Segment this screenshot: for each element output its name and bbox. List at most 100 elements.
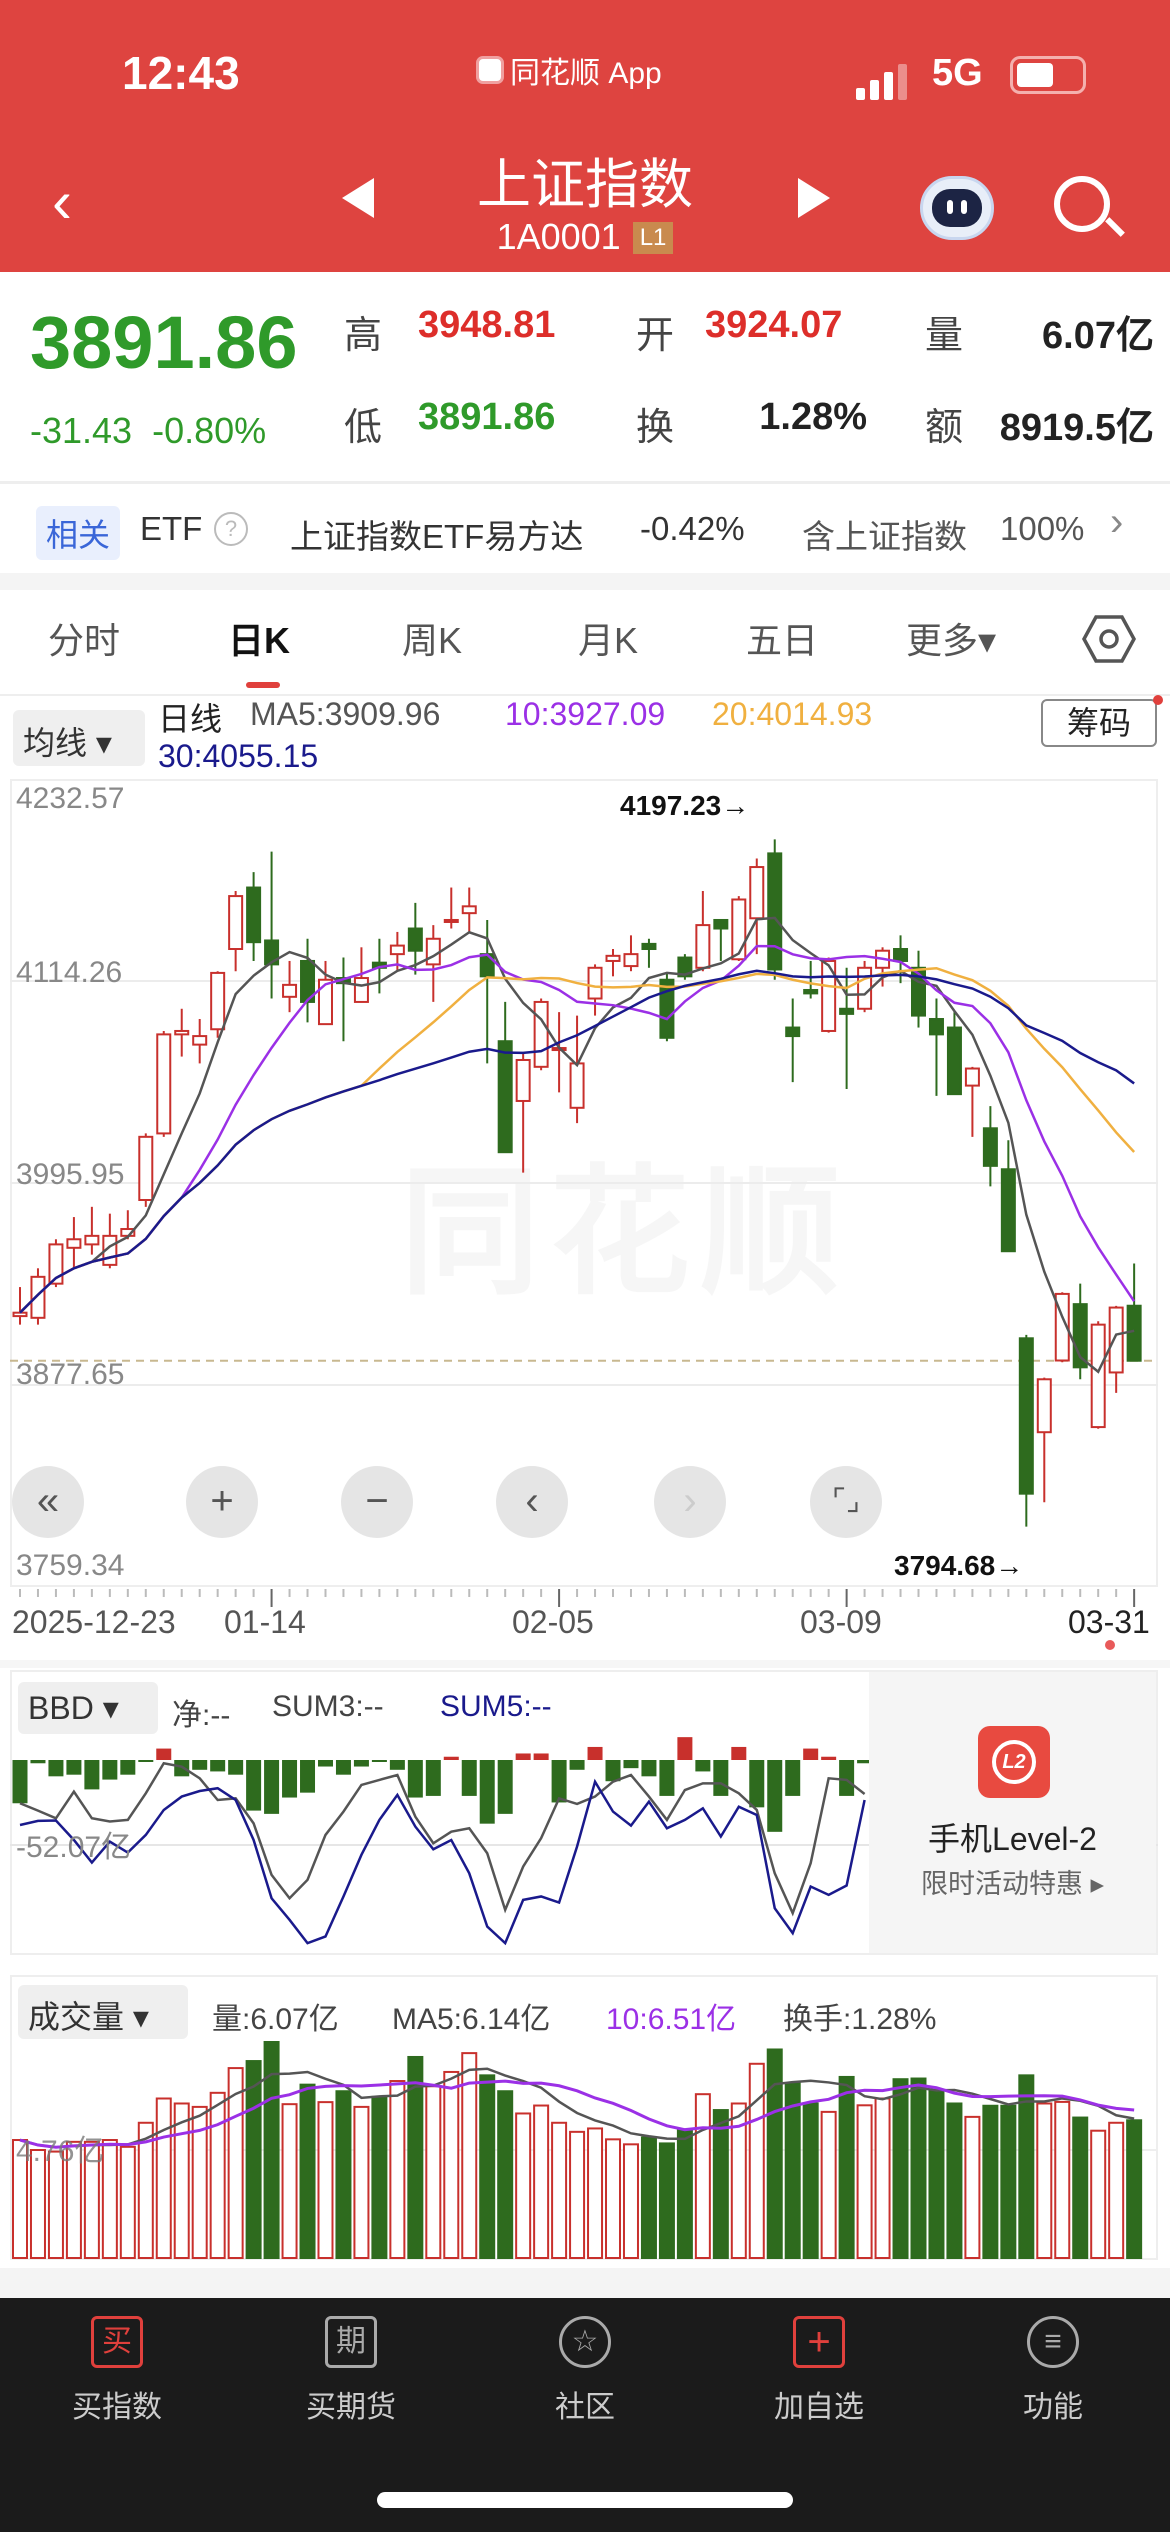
search-icon[interactable] bbox=[1054, 176, 1110, 232]
volume-bar-down bbox=[335, 2090, 352, 2259]
nav-functions[interactable]: ≡ 功能 bbox=[958, 2316, 1148, 2426]
scroll-right-button[interactable]: › bbox=[654, 1466, 726, 1538]
tab-daily-k[interactable]: 日K bbox=[228, 620, 290, 661]
bbd-bar-negative bbox=[569, 1760, 585, 1770]
quote-value: 1.28% bbox=[759, 396, 867, 438]
volume-bar-down bbox=[784, 2082, 801, 2259]
level-badge: L1 bbox=[632, 222, 674, 254]
y-tick-label: 4232.57 bbox=[16, 782, 125, 815]
bbd-bar-negative bbox=[192, 1760, 208, 1770]
chips-button[interactable]: 筹码 bbox=[1041, 699, 1157, 747]
volume-bar-up bbox=[83, 2140, 100, 2260]
volume-bar-down bbox=[658, 2142, 675, 2259]
promo-subtitle[interactable]: 限时活动特惠 ▸ bbox=[920, 1869, 1105, 1899]
previous-stock-button[interactable] bbox=[342, 178, 374, 218]
candle-up bbox=[605, 954, 621, 962]
tab-intraday[interactable]: 分时 bbox=[48, 620, 121, 661]
volume-bar-up bbox=[155, 2097, 172, 2259]
scroll-left-button[interactable]: ‹ bbox=[496, 1466, 568, 1538]
nav-label: 买指数 bbox=[72, 2391, 162, 2424]
next-stock-button[interactable] bbox=[798, 178, 830, 218]
nav-buy-futures[interactable]: 期买期货 bbox=[256, 2316, 446, 2426]
volume-bar-down bbox=[892, 2078, 909, 2259]
app-logo-icon bbox=[476, 56, 504, 84]
volume-bar-up bbox=[137, 2121, 154, 2259]
tab-monthly-k[interactable]: 月K bbox=[578, 620, 639, 661]
tab-weekly-k[interactable]: 周K bbox=[402, 620, 463, 661]
bbd-bar-negative bbox=[695, 1760, 711, 1772]
bbd-sum5: SUM5:-- bbox=[440, 1690, 552, 1723]
volume-chart[interactable] bbox=[10, 1975, 1158, 2260]
fullscreen-button[interactable]: ⌜⌟ bbox=[810, 1466, 882, 1538]
section-gap bbox=[0, 1660, 1170, 1668]
bbd-selector[interactable]: BBD ▾ bbox=[18, 1682, 158, 1734]
section-gap bbox=[0, 2268, 1170, 2300]
bbd-sum3: SUM3:-- bbox=[272, 1690, 384, 1723]
nav-community[interactable]: ☆ 社区 bbox=[490, 2316, 680, 2426]
candle-up bbox=[174, 1029, 190, 1036]
bbd-bar-negative bbox=[623, 1760, 639, 1769]
bbd-bar-negative bbox=[857, 1760, 873, 1764]
promo-title[interactable]: 手机Level-2 bbox=[928, 1821, 1097, 1857]
volume-bar-up bbox=[964, 2115, 981, 2259]
bbd-chart[interactable] bbox=[10, 1670, 1158, 1955]
ma5-value: MA5:3909.96 bbox=[250, 696, 441, 732]
candle-down bbox=[928, 1018, 944, 1036]
bbd-bar-positive bbox=[821, 1756, 837, 1760]
chevron-right-icon[interactable]: › bbox=[1110, 500, 1124, 544]
holding-percent: 100% bbox=[1000, 510, 1085, 547]
stock-code: 1A0001 bbox=[496, 216, 621, 257]
level2-icon[interactable]: L2 bbox=[978, 1726, 1050, 1798]
etf-name[interactable]: 上证指数ETF易方达 bbox=[290, 518, 584, 555]
candle-up bbox=[84, 1234, 100, 1246]
bbd-bar-negative bbox=[785, 1760, 801, 1796]
home-indicator[interactable] bbox=[377, 2492, 793, 2508]
back-button[interactable]: ‹ bbox=[52, 168, 72, 235]
page-title: 上证指数 bbox=[477, 155, 693, 215]
volume-bar-down bbox=[1000, 2104, 1017, 2259]
candle-down bbox=[497, 1040, 513, 1154]
kline-chart[interactable] bbox=[10, 779, 1158, 1609]
sum5-line bbox=[19, 1778, 866, 1946]
volume-bar-up bbox=[281, 2103, 298, 2259]
level2-promo[interactable] bbox=[869, 1672, 1156, 1953]
divider bbox=[0, 481, 1170, 484]
bbd-bar-negative bbox=[120, 1760, 136, 1775]
ma-selector[interactable]: 均线 ▾ bbox=[13, 710, 145, 766]
jump-start-button[interactable]: « bbox=[12, 1466, 84, 1538]
bbd-gridline-label: -52.07亿 bbox=[16, 1831, 132, 1864]
zoom-out-button[interactable]: − bbox=[341, 1466, 413, 1538]
volume-bar-up bbox=[65, 2140, 82, 2260]
bbd-bar-negative bbox=[12, 1760, 28, 1804]
bbd-bar-positive bbox=[677, 1737, 693, 1760]
gear-icon[interactable] bbox=[1082, 612, 1136, 666]
nav-add-watchlist[interactable]: + 加自选 bbox=[724, 2316, 914, 2426]
volume-bar-up bbox=[874, 2097, 891, 2259]
quote-label: 开 bbox=[636, 315, 675, 357]
volume-bar-down bbox=[676, 2129, 693, 2259]
volume-bar-down bbox=[766, 2048, 783, 2259]
candle-down bbox=[893, 948, 909, 962]
volume-bar-down bbox=[497, 2090, 514, 2259]
latest-marker-dot bbox=[1105, 1640, 1115, 1650]
etf-change: -0.42% bbox=[640, 510, 745, 547]
candle-down bbox=[803, 988, 819, 995]
volume-bar-down bbox=[1018, 2074, 1035, 2260]
volume-bar-up bbox=[748, 2062, 765, 2259]
y-tick-label: 3877.65 bbox=[16, 1358, 125, 1391]
volume-bar-up bbox=[730, 2102, 747, 2259]
candle-down bbox=[713, 918, 729, 930]
candle-up bbox=[30, 1275, 46, 1319]
tab-five-day[interactable]: 五日 bbox=[746, 620, 819, 661]
help-icon[interactable]: ? bbox=[214, 512, 248, 546]
candle-up bbox=[192, 1035, 208, 1046]
plus-icon: + bbox=[793, 2316, 845, 2368]
nav-buy-index[interactable]: 买买指数 bbox=[22, 2316, 212, 2426]
robot-icon[interactable] bbox=[920, 176, 994, 240]
zoom-in-button[interactable]: + bbox=[186, 1466, 258, 1538]
ma10-value: 10:3927.09 bbox=[505, 696, 666, 732]
volume-bar-up bbox=[1108, 2121, 1125, 2259]
volume-selector[interactable]: 成交量 ▾ bbox=[18, 1985, 188, 2039]
turnover: 换手:1.28% bbox=[783, 2003, 937, 2036]
tab-more[interactable]: 更多▾ bbox=[906, 620, 997, 661]
